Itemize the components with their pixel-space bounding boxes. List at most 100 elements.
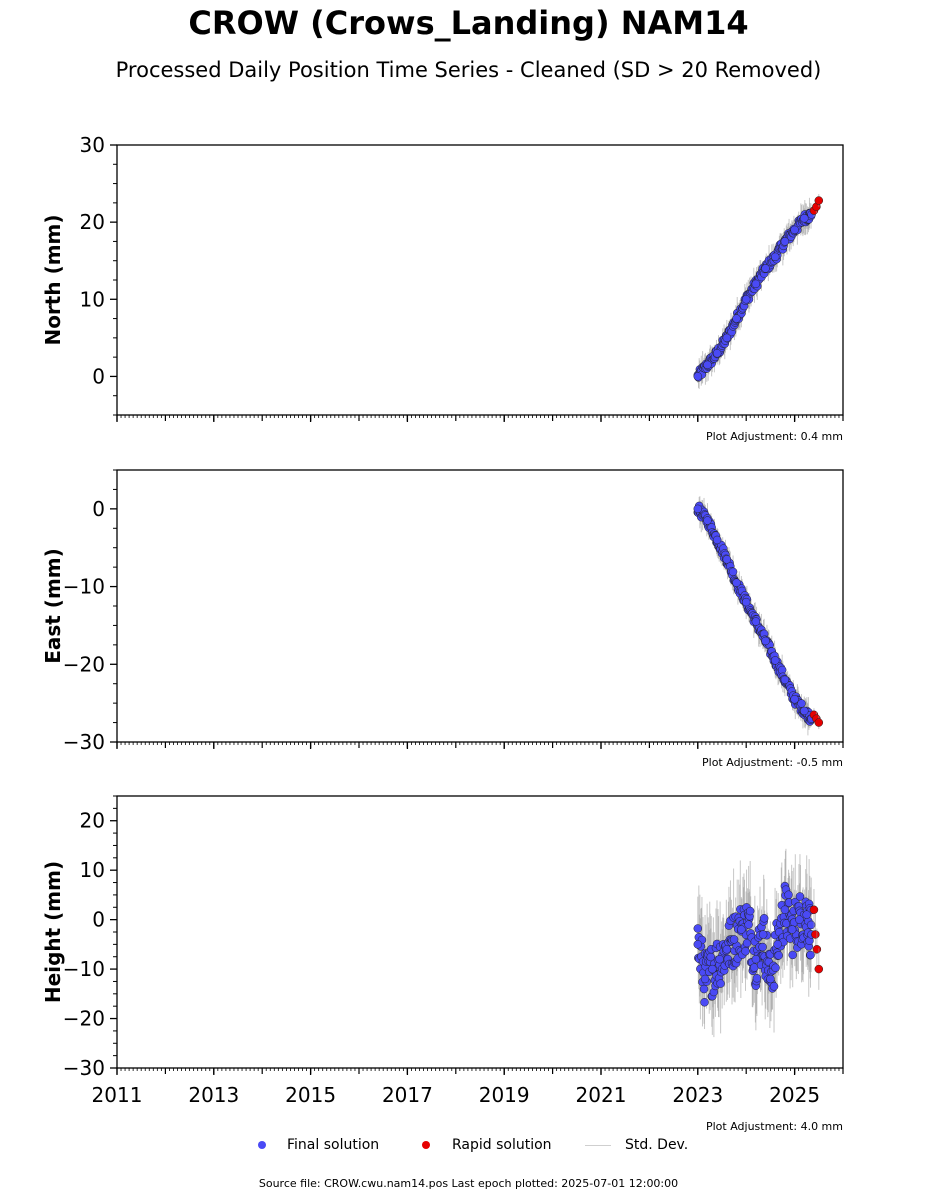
north-data-layer (693, 194, 824, 389)
height-xtick-label: 2025 (769, 1083, 820, 1107)
north-final-point (703, 360, 712, 370)
east-ytick-label: −10 (63, 575, 105, 599)
north-final-point (732, 314, 741, 323)
east-final-point (741, 597, 751, 607)
height-final-point (806, 950, 815, 960)
height-rapid-point (811, 930, 820, 939)
height-final-point (699, 984, 709, 994)
legend-item-rapid: Rapid solution (422, 1137, 552, 1153)
height-data-layer (693, 848, 824, 1038)
east-ytick-label: 0 (92, 497, 105, 521)
height-xtick-label: 2013 (188, 1083, 239, 1107)
height-final-point (788, 950, 797, 960)
north-final-point (780, 237, 790, 246)
height-final-point (693, 940, 703, 949)
height-rapid-point (809, 905, 819, 914)
height-final-point (758, 930, 768, 939)
legend-item-std: Std. Dev. (585, 1137, 688, 1153)
height-final-point (715, 954, 724, 964)
rapid-marker-icon (422, 1141, 430, 1149)
east-final-point (790, 695, 799, 704)
legend-item-final: Final solution (258, 1137, 379, 1153)
height-xtick-label: 2011 (92, 1083, 143, 1107)
chart-subtitle: Processed Daily Position Time Series - C… (115, 58, 822, 82)
height-ytick-label: −20 (63, 1007, 105, 1031)
east-final-point (770, 656, 780, 665)
height-plot-adjustment: Plot Adjustment: 4.0 mm (706, 1120, 843, 1133)
height-rapid-point (812, 945, 822, 954)
chart-title: CROW (Crows_Landing) NAM14 (188, 4, 749, 42)
height-final-point (766, 974, 775, 984)
north-final-point (751, 279, 761, 289)
height-final-point (752, 974, 762, 983)
height-final-point (744, 920, 753, 929)
east-final-point (800, 706, 809, 716)
height-final-point (722, 945, 732, 954)
north-rapid-point (814, 196, 824, 205)
std-dev-line-icon (585, 1144, 611, 1146)
height-xtick-label: 2019 (479, 1083, 530, 1107)
north-final-point (790, 225, 799, 235)
east-rapid-point (814, 718, 824, 727)
height-xtick-label: 2021 (576, 1083, 627, 1107)
east-plot-adjustment: Plot Adjustment: -0.5 mm (702, 756, 843, 769)
height-final-point (780, 905, 790, 914)
north-ytick-label: 30 (80, 133, 105, 157)
north-ytick-label: 0 (92, 364, 105, 388)
height-final-point (708, 964, 717, 974)
east-final-point (712, 535, 722, 545)
height-final-point (784, 890, 793, 900)
north-final-point (761, 264, 770, 273)
height-final-point (771, 963, 780, 973)
height-rapid-point (814, 964, 824, 974)
north-final-point (693, 372, 703, 381)
height-ytick-label: −10 (63, 957, 105, 981)
north-final-point (741, 295, 751, 304)
east-final-point (751, 617, 761, 626)
east-final-point (797, 699, 806, 708)
height-final-point (758, 942, 767, 952)
height-final-point (751, 954, 761, 964)
height-xtick-label: 2017 (382, 1083, 433, 1107)
legend-rapid-label: Rapid solution (452, 1137, 552, 1153)
east-final-point (780, 675, 790, 685)
height-final-point (773, 940, 782, 949)
height-xtick-label: 2023 (672, 1083, 723, 1107)
east-final-point (732, 578, 741, 587)
height-final-point (745, 906, 755, 916)
height-final-point (774, 951, 783, 960)
east-data-layer (693, 496, 824, 736)
east-final-point (703, 516, 712, 525)
final-marker-icon (258, 1141, 266, 1149)
east-final-point (693, 504, 703, 514)
legend-std-label: Std. Dev. (625, 1137, 689, 1153)
height-final-point (795, 915, 804, 924)
east-ytick-label: −20 (63, 652, 105, 676)
height-ytick-label: 20 (80, 809, 105, 833)
height-final-point (716, 979, 725, 988)
height-ytick-label: −30 (63, 1056, 105, 1080)
height-ytick-label: 0 (92, 908, 105, 932)
height-final-point (769, 982, 779, 991)
height-final-point (729, 935, 739, 944)
north-final-point (800, 214, 809, 223)
east-ytick-label: −30 (63, 730, 105, 754)
height-final-point (802, 910, 811, 919)
north-ytick-label: 20 (80, 210, 105, 234)
east-final-point (728, 567, 738, 577)
north-final-point (770, 252, 780, 262)
height-final-point (795, 892, 805, 901)
height-final-point (700, 998, 709, 1007)
north-plot-adjustment: Plot Adjustment: 0.4 mm (706, 430, 843, 443)
east-ylabel: East (mm) (41, 548, 65, 664)
east-final-point (722, 555, 732, 564)
height-final-point (693, 924, 703, 933)
north-final-point (722, 333, 732, 343)
height-final-point (737, 925, 746, 934)
north-ytick-label: 10 (80, 287, 105, 311)
height-final-point (759, 914, 769, 923)
east-axes-frame (116, 469, 844, 743)
source-note: Source file: CROW.cwu.nam14.pos Last epo… (258, 1177, 679, 1190)
height-ylabel: Height (mm) (41, 861, 65, 1003)
